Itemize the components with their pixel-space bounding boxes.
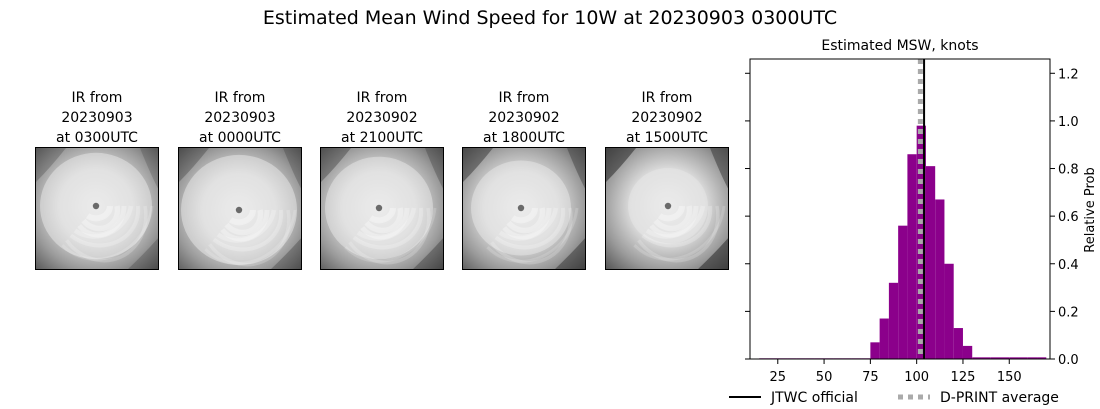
ir-image-caption: IR from 20230902 at 2100UTC: [302, 88, 462, 148]
histogram-bar: [981, 357, 991, 359]
x-tick-label: 25: [770, 370, 787, 385]
histogram-bar: [1009, 357, 1019, 359]
histogram-bar: [935, 199, 945, 359]
figure-title: Estimated Mean Wind Speed for 10W at 202…: [262, 7, 838, 29]
y-tick-label: 0.4: [1058, 258, 1079, 273]
histogram-bar: [1000, 357, 1010, 359]
ir-image-caption: IR from 20230902 at 1800UTC: [444, 88, 604, 148]
ir-caption-line2: 20230902: [631, 110, 703, 126]
chart-title: Estimated MSW, knots: [821, 38, 978, 54]
y-axis-ticks: 0.0 0.2 0.4 0.6 0.8 1.0 1.2: [745, 67, 1079, 368]
satellite-ir-storm-image: [605, 147, 729, 270]
histogram-bar: [972, 357, 982, 359]
ir-caption-line3: at 1800UTC: [483, 130, 565, 146]
x-tick-label: 50: [816, 370, 833, 385]
legend-label: D-PRINT average: [940, 390, 1059, 406]
satellite-ir-storm-image: [320, 147, 444, 270]
ir-caption-line2: 20230903: [204, 110, 276, 126]
ir-image-caption: IR from 20230903 at 0300UTC: [17, 88, 177, 148]
histogram-bar: [953, 328, 963, 359]
satellite-ir-storm-image: [462, 147, 586, 270]
histogram-bar: [925, 166, 936, 359]
ir-caption-line2: 20230902: [488, 110, 560, 126]
ir-caption-line3: at 1500UTC: [626, 130, 708, 146]
legend-label: JTWC official: [770, 390, 858, 406]
x-tick-label: 150: [997, 370, 1022, 385]
x-axis-ticks: 25 50 75 100 125 150: [770, 359, 1022, 385]
y-tick-label: 1.2: [1058, 67, 1079, 82]
y-tick-label: 0.6: [1058, 210, 1079, 225]
ir-image-caption: IR from 20230902 at 1500UTC: [587, 88, 747, 148]
x-tick-label: 125: [951, 370, 976, 385]
ir-image-caption: IR from 20230903 at 0000UTC: [160, 88, 320, 148]
histogram-bar: [888, 282, 899, 359]
ir-caption-line3: at 0300UTC: [56, 130, 138, 146]
y-axis-label: Relative Prob: [1083, 167, 1098, 252]
histogram-bar: [879, 318, 889, 359]
histogram-bar: [1027, 357, 1038, 359]
y-tick-label: 1.0: [1058, 115, 1079, 130]
histogram-bar: [898, 225, 908, 359]
chart-legend: JTWC official D-PRINT average: [729, 390, 1059, 406]
y-tick-label: 0.2: [1058, 305, 1079, 320]
satellite-ir-storm-image: [35, 147, 159, 270]
histogram-bar: [944, 263, 954, 359]
plot-frame: [749, 58, 1051, 360]
ir-caption-line2: 20230902: [346, 110, 418, 126]
y-tick-label: 0.8: [1058, 163, 1079, 178]
reference-lines: [917, 59, 926, 359]
ir-caption-line3: at 0000UTC: [199, 130, 281, 146]
histogram-bar: [1018, 357, 1028, 359]
histogram-bar: [990, 357, 1000, 359]
satellite-ir-storm-image: [178, 147, 302, 270]
ir-caption-line2: 20230903: [61, 110, 133, 126]
x-tick-label: 100: [904, 370, 929, 385]
ir-caption-line1: IR from: [214, 90, 266, 106]
ir-caption-line1: IR from: [71, 90, 123, 106]
ir-caption-line3: at 2100UTC: [341, 130, 423, 146]
ir-caption-line1: IR from: [356, 90, 408, 106]
x-tick-label: 75: [862, 370, 879, 385]
histogram-bar: [907, 154, 917, 359]
histogram-bar: [870, 342, 880, 359]
ir-caption-line1: IR from: [498, 90, 550, 106]
histogram-bar: [962, 345, 973, 359]
histogram-bars: [759, 125, 1047, 360]
y-tick-label: 0.0: [1058, 353, 1079, 368]
histogram-bar: [1037, 357, 1047, 359]
ir-caption-line1: IR from: [641, 90, 693, 106]
